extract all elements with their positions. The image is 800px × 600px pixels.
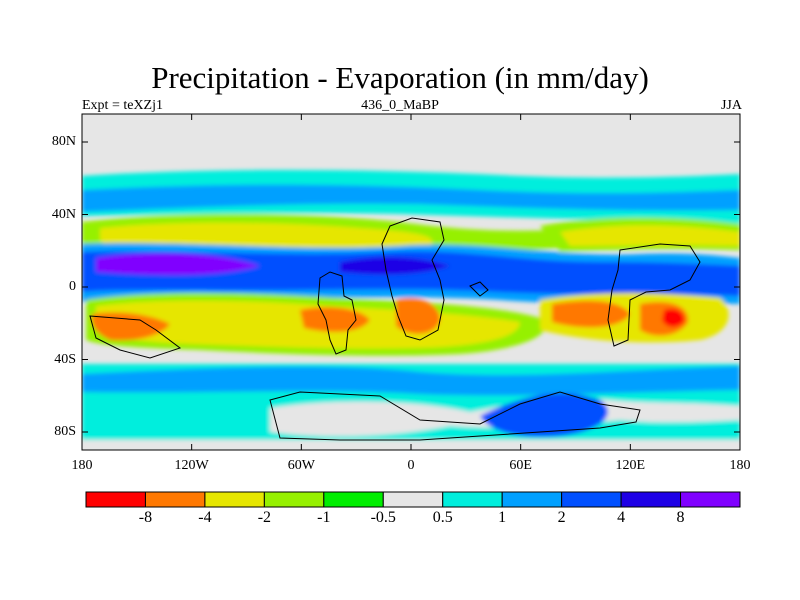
x-tick-label: 120W: [174, 458, 209, 473]
field-s-deep-blue: [480, 393, 608, 438]
x-tick-label: 120E: [615, 458, 646, 473]
colorbar-label: -2: [257, 509, 272, 526]
y-tick-label: 80S: [54, 424, 76, 439]
colorbar-box: [323, 491, 384, 508]
colorbar-label: 8: [676, 509, 685, 526]
colorbar-label: 4: [617, 509, 626, 526]
y-tick-label: 80N: [51, 134, 76, 149]
experiment-label: Expt = teXZj1: [82, 98, 163, 113]
field-ne-yellow: [560, 225, 740, 246]
coastline-sw-block: [89, 315, 182, 359]
field-s-orange-africa: [396, 298, 440, 334]
season-label: JJA: [720, 98, 742, 113]
colorbar-label: -8: [138, 509, 153, 526]
coastlines: [89, 217, 701, 441]
field-se-orange1: [552, 300, 630, 328]
y-tick-label: 40S: [54, 351, 76, 367]
field-s-band-blue: [82, 366, 740, 396]
colorbar-box: [501, 491, 563, 508]
colorbar-box: [442, 491, 503, 508]
colorbar-box: [680, 491, 741, 508]
colorbar-label: 2: [557, 509, 566, 526]
field-n-band-blue: [82, 184, 740, 212]
field-layer: [82, 170, 740, 450]
x-tick-label: 0: [407, 458, 415, 473]
colorbar-box: [85, 491, 146, 508]
colorbar-box: [561, 491, 622, 508]
colorbar-label: -4: [198, 509, 212, 526]
axis-ticks: [81, 114, 741, 450]
x-tick-label: 180: [71, 458, 93, 473]
colorbar-label: -0.5: [370, 509, 396, 526]
coastline-south-america: [317, 271, 357, 355]
field-itcz-purple: [96, 253, 260, 276]
field-se-red: [662, 308, 685, 328]
colorbar-box: [620, 491, 682, 508]
colorbar-label: 1: [498, 509, 507, 526]
colorbar-box: [204, 491, 265, 508]
colorbar-box: [382, 491, 444, 508]
coastline-africa: [381, 217, 445, 341]
y-tick-label: 0: [69, 279, 76, 294]
colorbar-box: [144, 491, 206, 508]
colorbar-label: 0.5: [432, 509, 453, 526]
time-label: 436_0_MaBP: [361, 98, 439, 113]
coastline-asia-australia: [607, 243, 701, 347]
x-tick-label: 60W: [287, 458, 315, 473]
colorbar: [85, 491, 741, 508]
colorbar-box: [263, 491, 325, 508]
y-tick-label: 40N: [51, 206, 76, 222]
field-s-orange-sam: [300, 307, 370, 332]
field-s-orange-west: [91, 312, 170, 341]
field-itcz-core: [340, 257, 450, 275]
coastline-island: [469, 281, 489, 297]
x-tick-label: 60E: [509, 458, 532, 473]
coastline-antarctica: [269, 391, 641, 441]
x-tick-label: 180: [729, 458, 751, 473]
map-title: Precipitation - Evaporation (in mm/day): [151, 60, 649, 95]
colorbar-label: -1: [317, 509, 331, 526]
